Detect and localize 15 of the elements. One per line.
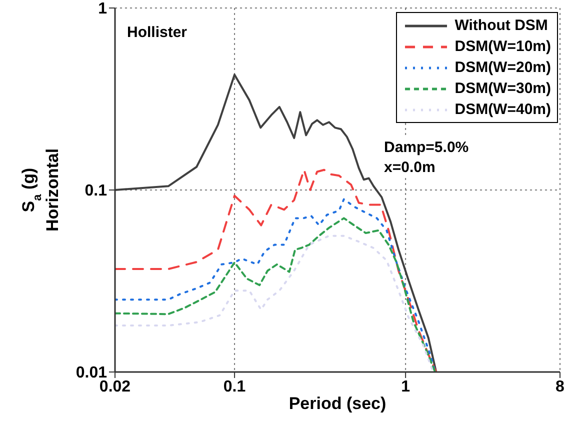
- x-tick-label: 8: [556, 378, 565, 396]
- x-tick-label: 0.02: [99, 378, 131, 396]
- legend-label: DSM(W=20m): [454, 59, 551, 76]
- y-tick-label: 0.1: [84, 182, 108, 200]
- y-tick-label: 1: [98, 0, 108, 18]
- x-tick-label: 1: [401, 378, 410, 396]
- x-axis-title: Period (sec): [288, 394, 386, 413]
- annotation: x=0.0m: [384, 158, 436, 178]
- annotation: Hollister: [127, 24, 188, 41]
- legend-label: DSM(W=40m): [454, 101, 551, 118]
- annotation: Damp=5.0%: [384, 138, 469, 158]
- legend-label: DSM(W=30m): [454, 80, 551, 97]
- legend-label: DSM(W=10m): [454, 38, 551, 55]
- legend-label: Without DSM: [454, 17, 548, 34]
- x-tick-label: 0.1: [223, 378, 246, 396]
